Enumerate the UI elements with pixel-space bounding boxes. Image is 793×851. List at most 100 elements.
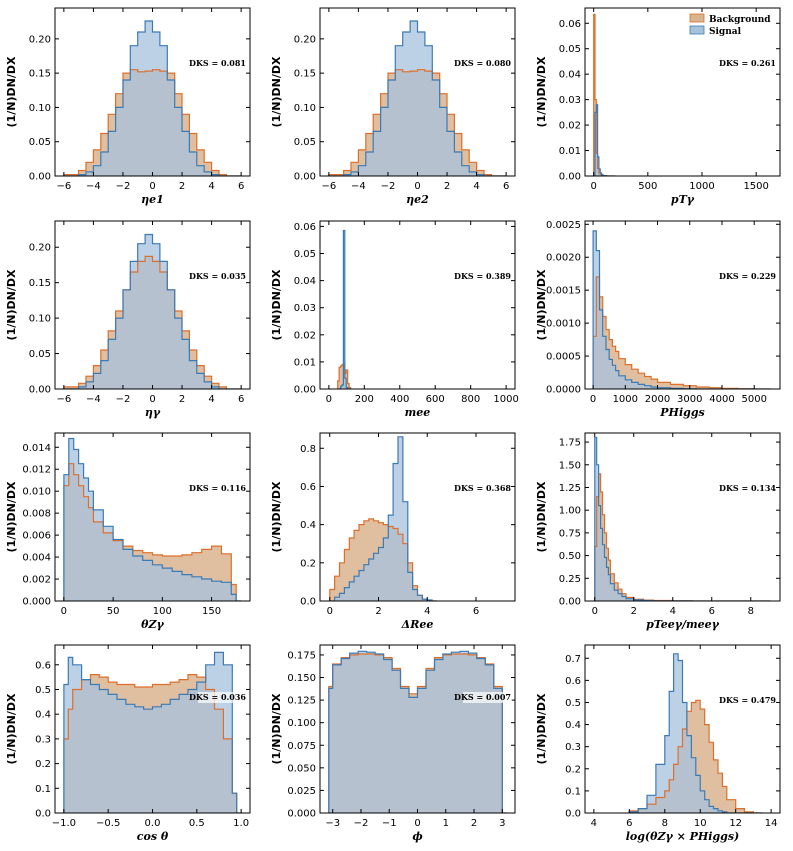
legend-label-signal: Signal xyxy=(709,27,742,37)
y-tick-label: 0.008 xyxy=(22,509,51,520)
x-tick-label: −4 xyxy=(86,394,101,405)
x-tick-label: 0 xyxy=(327,606,333,617)
background-hist-line xyxy=(63,463,242,601)
y-axis-label: (1/N)DN/DX xyxy=(5,693,18,764)
x-tick-label: 50 xyxy=(107,606,120,617)
y-axis-label: (1/N)DN/DX xyxy=(270,56,283,127)
x-tick-label: 0.5 xyxy=(189,818,205,829)
x-tick-label: 5000 xyxy=(741,394,766,405)
x-tick-label: 4 xyxy=(208,181,214,192)
x-tick-label: 4 xyxy=(473,181,479,192)
x-tick-label: 2000 xyxy=(645,394,670,405)
x-tick-label: 600 xyxy=(426,394,445,405)
y-tick-label: 0.0000 xyxy=(546,385,581,396)
panel-p_higgs: 0 1000 2000 3000 4000 5000 0.0000 0.0005 0.0010 0… xyxy=(535,220,781,419)
y-tick-label: 0.6 xyxy=(565,676,581,687)
axes-frame xyxy=(584,7,781,177)
y-tick-label: 0.3 xyxy=(35,734,51,745)
y-tick-label: 0.004 xyxy=(22,553,51,564)
x-tick-label: −4 xyxy=(351,181,366,192)
y-tick-label: 0.03 xyxy=(559,95,581,106)
x-tick-label: 6 xyxy=(473,606,479,617)
x-tick-label: −6 xyxy=(56,394,71,405)
y-tick-label: 0.02 xyxy=(294,330,316,341)
y-tick-label: 0.006 xyxy=(22,531,51,542)
dks-annotation: DKS = 0.036 xyxy=(189,692,246,702)
x-tick-label: 0 xyxy=(61,606,67,617)
y-tick-label: 1.25 xyxy=(559,483,581,494)
panel-delta_r_ee: 0 2 4 6 0.0 0.2 0.4 0.6 0.8 (1/N)DN/DX ΔRee DKS = 0… xyxy=(270,432,516,631)
dks-annotation: DKS = 0.229 xyxy=(719,271,776,281)
x-tick-label: −4 xyxy=(86,181,101,192)
y-tick-label: 0.05 xyxy=(294,137,316,148)
y-axis-label: (1/N)DN/DX xyxy=(270,693,283,764)
y-tick-label: 0.6 xyxy=(300,482,316,493)
x-tick-label: −6 xyxy=(56,181,71,192)
x-tick-label: 2 xyxy=(179,394,185,405)
x-axis-label: ηe1 xyxy=(141,193,164,206)
signal-hist-line xyxy=(63,20,242,176)
x-tick-label: 3 xyxy=(499,818,505,829)
dks-annotation: DKS = 0.134 xyxy=(719,483,776,493)
y-tick-label: 0.20 xyxy=(29,34,51,45)
y-tick-label: 0.05 xyxy=(29,137,51,148)
axes-frame xyxy=(319,220,516,390)
signal-hist-fill xyxy=(629,653,763,813)
y-tick-label: 0.150 xyxy=(287,673,316,684)
y-axis-label: (1/N)DN/DX xyxy=(535,269,548,340)
y-tick-label: 0.75 xyxy=(559,528,581,539)
y-tick-label: 0.00 xyxy=(294,172,316,183)
x-tick-label: 0 xyxy=(149,394,155,405)
panel-pt_eegamma_ratio: 0 2 4 6 8 0.00 0.25 0.50 0.75 1.00 1.25 1.50 1.75 (1/… xyxy=(535,432,781,631)
x-tick-label: 200 xyxy=(355,394,374,405)
x-tick-label: 1000 xyxy=(613,394,638,405)
y-tick-label: 0.010 xyxy=(22,487,51,498)
y-tick-label: 0.8 xyxy=(300,444,316,455)
x-tick-label: −1.0 xyxy=(52,818,76,829)
y-tick-label: 0.20 xyxy=(29,243,51,254)
legend-swatch-background xyxy=(689,13,705,23)
x-tick-label: 12 xyxy=(729,818,742,829)
dks-box xyxy=(463,692,512,703)
y-tick-label: 0.1 xyxy=(565,786,581,797)
dks-annotation: DKS = 0.081 xyxy=(189,58,246,68)
y-tick-label: 0.1 xyxy=(35,784,51,795)
y-tick-label: 0.05 xyxy=(294,249,316,260)
background-hist-line xyxy=(63,674,242,813)
y-tick-label: 0.0020 xyxy=(546,253,581,264)
x-tick-label: 2 xyxy=(444,181,450,192)
panel-cos_theta: −1.0 −0.5 0.0 0.5 1.0 0.0 0.1 0.2 0.3 0.4 0.5 0.6 (1… xyxy=(5,644,251,843)
x-tick-label: 1 xyxy=(443,818,449,829)
plot-area xyxy=(592,230,771,389)
x-axis-label: pTγ xyxy=(671,193,695,206)
dks-annotation: DKS = 0.389 xyxy=(454,271,511,281)
x-tick-label: 500 xyxy=(638,181,657,192)
signal-hist-line xyxy=(329,436,437,601)
plot-area xyxy=(628,653,763,813)
y-tick-label: 0.6 xyxy=(35,660,51,671)
dks-annotation: DKS = 0.116 xyxy=(189,483,246,493)
plot-area xyxy=(594,436,771,601)
x-tick-label: 0 xyxy=(414,818,420,829)
x-axis-label: θZγ xyxy=(141,618,164,631)
y-tick-label: 0.4 xyxy=(35,710,51,721)
x-tick-label: 2 xyxy=(631,606,637,617)
y-axis-label: (1/N)DN/DX xyxy=(535,693,548,764)
x-tick-label: 6 xyxy=(503,181,509,192)
x-tick-label: 6 xyxy=(238,181,244,192)
x-tick-label: −0.5 xyxy=(96,818,120,829)
x-axis-label: cos θ xyxy=(137,830,169,843)
axes-frame xyxy=(584,220,781,390)
x-tick-label: 0 xyxy=(590,181,596,192)
plot-area xyxy=(328,650,507,813)
y-tick-label: 0.4 xyxy=(565,720,581,731)
signal-hist-fill xyxy=(594,437,771,601)
y-tick-label: 0.000 xyxy=(287,809,316,820)
dks-annotation: DKS = 0.479 xyxy=(719,695,776,705)
y-tick-label: 0.15 xyxy=(294,69,316,80)
x-tick-label: 6 xyxy=(709,606,715,617)
y-tick-label: 1.75 xyxy=(559,438,581,449)
y-tick-label: 0.00 xyxy=(294,385,316,396)
signal-hist-fill xyxy=(593,104,616,176)
